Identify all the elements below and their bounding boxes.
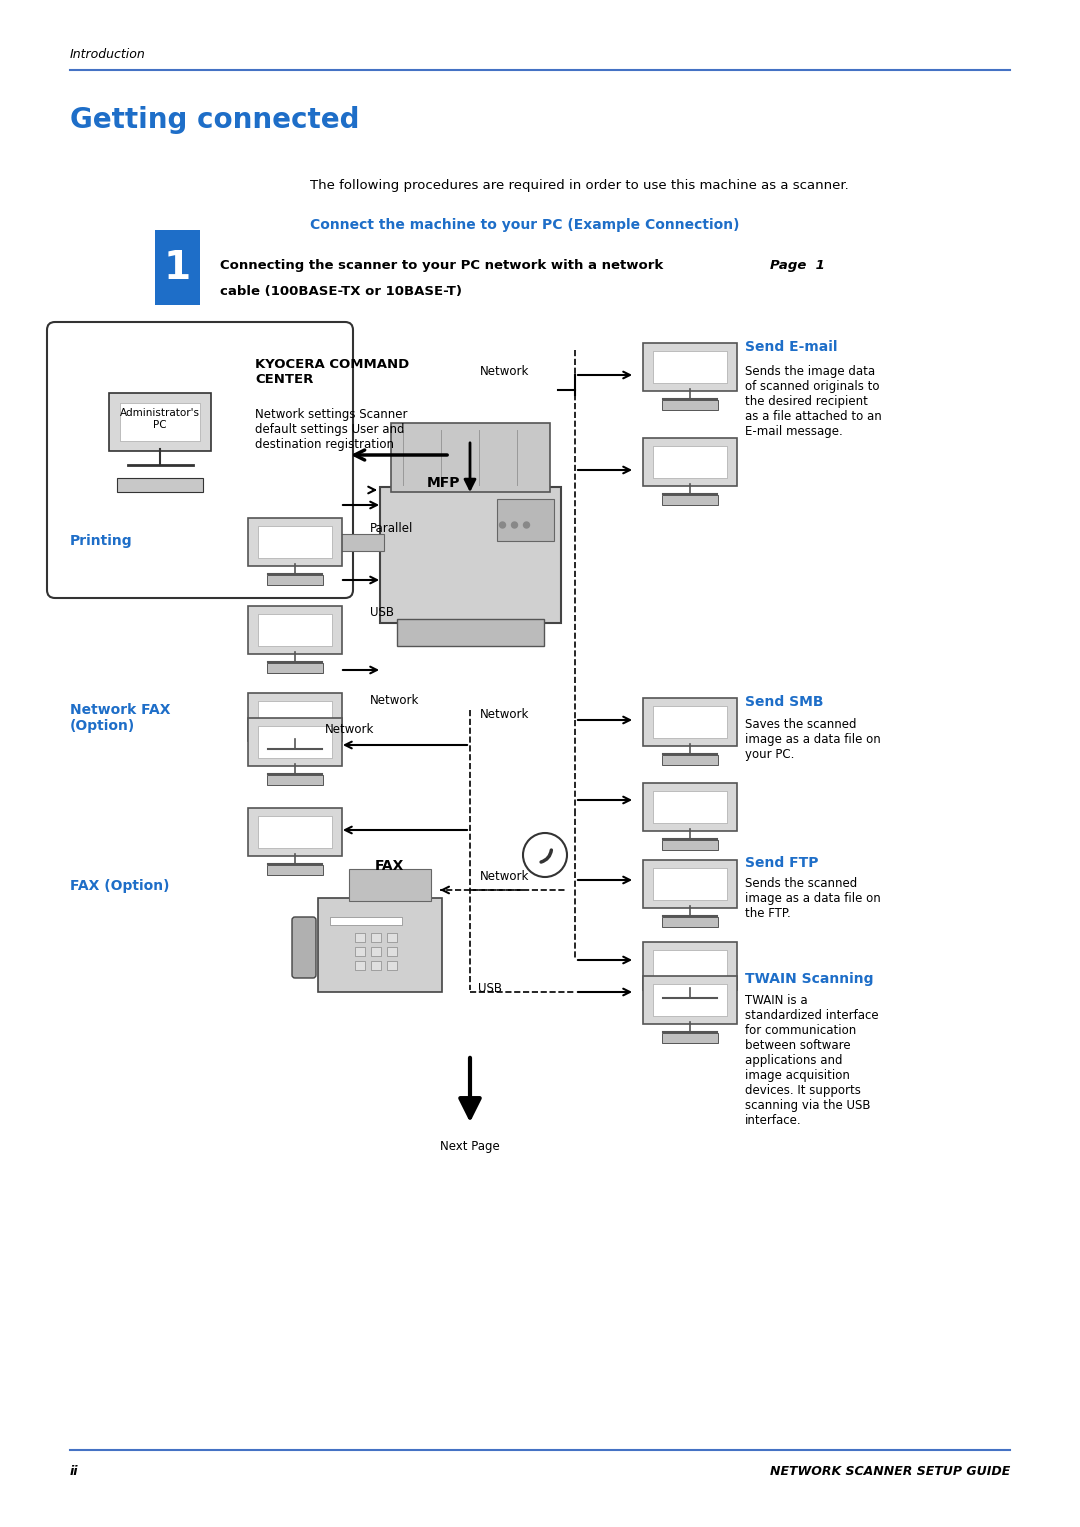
FancyBboxPatch shape xyxy=(643,860,737,909)
FancyBboxPatch shape xyxy=(396,618,543,646)
Bar xyxy=(653,950,727,982)
Bar xyxy=(355,947,365,956)
Text: Sends the image data
of scanned originals to
the desired recipient
as a file att: Sends the image data of scanned original… xyxy=(745,365,881,438)
FancyBboxPatch shape xyxy=(643,344,737,391)
Bar xyxy=(372,933,381,942)
Text: Send E-mail: Send E-mail xyxy=(745,341,837,354)
FancyBboxPatch shape xyxy=(117,478,203,492)
FancyBboxPatch shape xyxy=(662,754,718,765)
Text: Send FTP: Send FTP xyxy=(745,857,819,870)
Bar xyxy=(653,446,727,478)
Bar xyxy=(387,933,397,942)
Circle shape xyxy=(499,522,505,528)
FancyBboxPatch shape xyxy=(322,534,383,551)
Text: Network FAX
(Option): Network FAX (Option) xyxy=(70,702,171,733)
Text: Send SMB: Send SMB xyxy=(745,695,824,709)
Circle shape xyxy=(524,522,529,528)
Text: Network: Network xyxy=(480,870,529,883)
Text: FAX: FAX xyxy=(375,860,404,873)
Text: Network: Network xyxy=(325,722,375,736)
FancyBboxPatch shape xyxy=(318,898,442,993)
FancyBboxPatch shape xyxy=(497,499,554,541)
Bar xyxy=(653,985,727,1015)
FancyBboxPatch shape xyxy=(643,942,737,989)
Text: Page  1: Page 1 xyxy=(770,258,825,272)
Bar xyxy=(387,947,397,956)
Text: NETWORK SCANNER SETUP GUIDE: NETWORK SCANNER SETUP GUIDE xyxy=(770,1464,1010,1478)
Bar xyxy=(258,701,332,733)
Text: Next Page: Next Page xyxy=(441,1141,500,1153)
Text: Sends the scanned
image as a data file on
the FTP.: Sends the scanned image as a data file o… xyxy=(745,876,881,919)
Text: ii: ii xyxy=(70,1464,79,1478)
FancyBboxPatch shape xyxy=(248,518,342,567)
Bar xyxy=(355,933,365,942)
FancyBboxPatch shape xyxy=(643,783,737,831)
Bar xyxy=(330,918,402,925)
Text: The following procedures are required in order to use this machine as a scanner.: The following procedures are required in… xyxy=(310,179,849,191)
Text: TWAIN is a
standardized interface
for communication
between software
application: TWAIN is a standardized interface for co… xyxy=(745,994,879,1127)
Bar xyxy=(120,403,200,441)
FancyBboxPatch shape xyxy=(662,495,718,504)
Bar xyxy=(258,815,332,847)
Text: Network: Network xyxy=(370,693,419,707)
Text: cable (100BASE-TX or 10BASE-T): cable (100BASE-TX or 10BASE-T) xyxy=(220,286,462,298)
Bar xyxy=(258,527,332,557)
FancyBboxPatch shape xyxy=(48,322,353,599)
Text: Getting connected: Getting connected xyxy=(70,105,360,134)
Bar xyxy=(653,791,727,823)
Circle shape xyxy=(512,522,517,528)
FancyBboxPatch shape xyxy=(109,392,211,450)
FancyBboxPatch shape xyxy=(662,840,718,849)
Text: FAX (Option): FAX (Option) xyxy=(70,880,170,893)
FancyBboxPatch shape xyxy=(662,916,718,927)
FancyBboxPatch shape xyxy=(643,698,737,747)
FancyBboxPatch shape xyxy=(391,423,550,492)
Bar xyxy=(355,960,365,970)
Bar xyxy=(372,947,381,956)
FancyBboxPatch shape xyxy=(662,400,718,409)
FancyBboxPatch shape xyxy=(248,693,342,741)
Text: 1: 1 xyxy=(163,249,190,287)
Text: Connecting the scanner to your PC network with a network: Connecting the scanner to your PC networ… xyxy=(220,258,663,272)
Bar xyxy=(372,960,381,970)
Text: Connect the machine to your PC (Example Connection): Connect the machine to your PC (Example … xyxy=(310,218,740,232)
Bar xyxy=(653,869,727,899)
Bar xyxy=(258,727,332,757)
FancyBboxPatch shape xyxy=(248,606,342,654)
Text: USB: USB xyxy=(478,982,502,996)
Text: KYOCERA COMMAND
CENTER: KYOCERA COMMAND CENTER xyxy=(255,357,409,386)
Text: USB: USB xyxy=(370,606,394,620)
FancyBboxPatch shape xyxy=(267,774,323,785)
FancyBboxPatch shape xyxy=(267,574,323,585)
FancyBboxPatch shape xyxy=(156,231,200,305)
Text: Printing: Printing xyxy=(70,534,133,548)
Bar xyxy=(653,705,727,738)
FancyBboxPatch shape xyxy=(267,864,323,875)
Bar xyxy=(653,351,727,383)
Text: MFP: MFP xyxy=(427,476,460,490)
Text: Parallel: Parallel xyxy=(370,522,414,534)
FancyBboxPatch shape xyxy=(662,999,718,1009)
Text: Network: Network xyxy=(480,365,529,379)
FancyBboxPatch shape xyxy=(349,869,431,901)
FancyBboxPatch shape xyxy=(248,808,342,857)
FancyBboxPatch shape xyxy=(267,750,323,759)
Text: Saves the scanned
image as a data file on
your PC.: Saves the scanned image as a data file o… xyxy=(745,718,881,760)
Text: Introduction: Introduction xyxy=(70,49,146,61)
Text: TWAIN Scanning: TWAIN Scanning xyxy=(745,973,874,986)
FancyBboxPatch shape xyxy=(292,918,316,977)
Text: Network: Network xyxy=(480,709,529,721)
FancyBboxPatch shape xyxy=(267,663,323,672)
Circle shape xyxy=(523,834,567,876)
FancyBboxPatch shape xyxy=(643,438,737,486)
FancyBboxPatch shape xyxy=(643,976,737,1025)
FancyBboxPatch shape xyxy=(379,487,561,623)
Text: Network settings Scanner
default settings User and
destination registration: Network settings Scanner default setting… xyxy=(255,408,407,450)
Text: Administrator's
PC: Administrator's PC xyxy=(120,408,200,429)
FancyBboxPatch shape xyxy=(248,718,342,767)
FancyBboxPatch shape xyxy=(662,1032,718,1043)
Bar xyxy=(258,614,332,646)
Bar xyxy=(387,960,397,970)
